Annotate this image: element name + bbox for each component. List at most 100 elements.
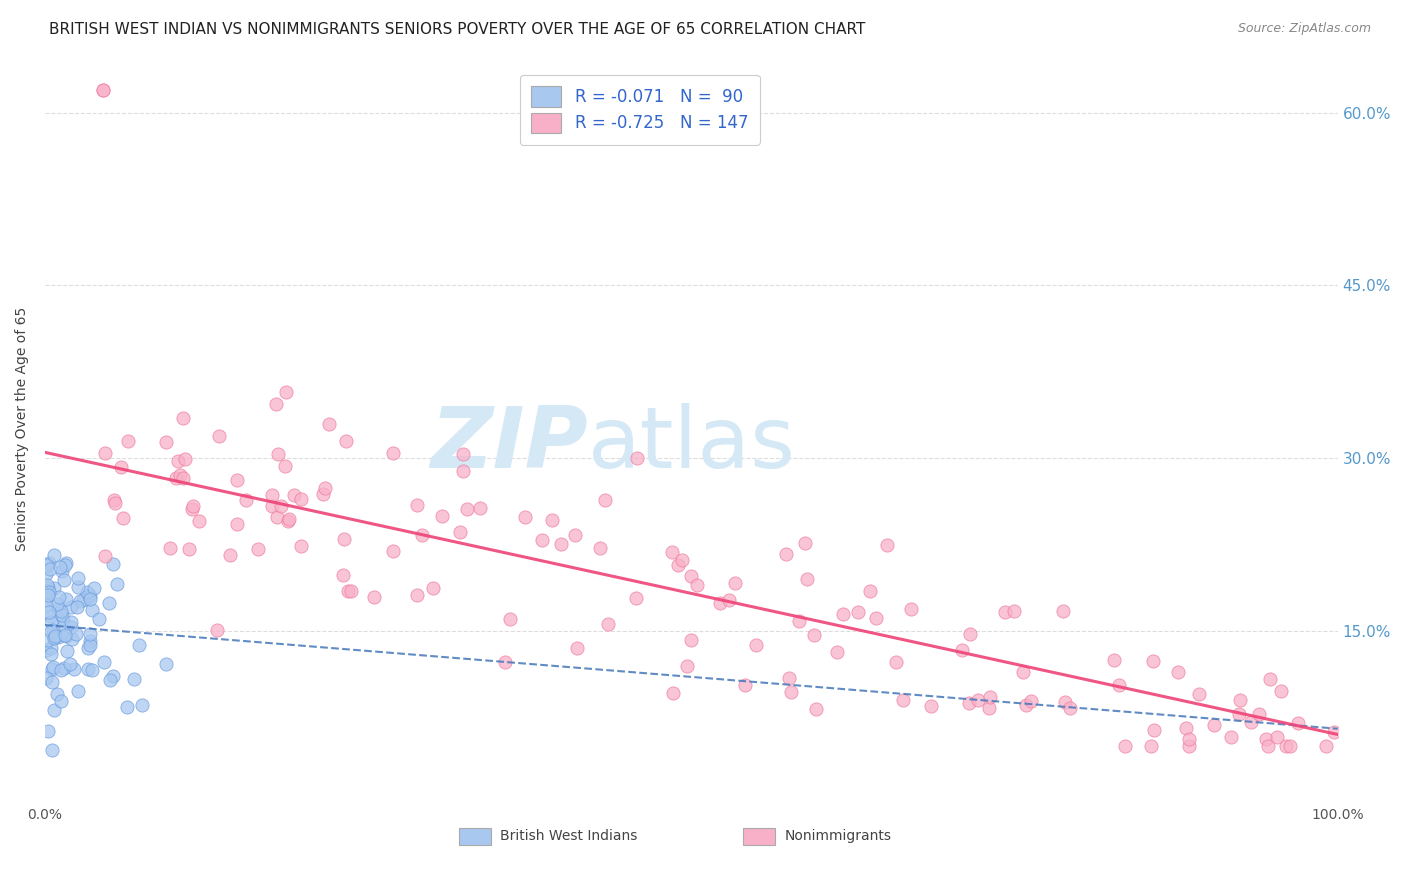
Point <box>671 553 693 567</box>
Point <box>55 644 77 658</box>
Point <box>51 694 73 708</box>
Point <box>41 624 63 638</box>
Point <box>60 632 83 646</box>
Point <box>1227 706 1250 721</box>
Point <box>103 558 125 572</box>
Point <box>1102 653 1125 667</box>
Point <box>1012 665 1035 680</box>
Point <box>290 539 312 553</box>
Point <box>128 638 150 652</box>
Point <box>79 589 101 603</box>
Text: Nonimmigrants: Nonimmigrants <box>785 830 891 844</box>
Point <box>780 684 803 698</box>
Point <box>79 591 101 606</box>
Point <box>79 634 101 648</box>
Point <box>430 508 453 523</box>
Point <box>312 487 335 501</box>
Point <box>83 582 105 596</box>
Point <box>382 446 405 460</box>
Point <box>65 627 87 641</box>
Point <box>1202 718 1225 732</box>
Point <box>226 473 249 487</box>
Point <box>1052 604 1074 618</box>
Point <box>775 547 797 561</box>
Point <box>76 640 98 655</box>
Point <box>93 655 115 669</box>
Point <box>37 581 59 595</box>
Point <box>1108 678 1130 692</box>
Point <box>77 588 100 602</box>
Point <box>333 532 356 546</box>
Point <box>1114 739 1136 753</box>
Point <box>1247 706 1270 721</box>
Point <box>778 672 800 686</box>
Point <box>115 699 138 714</box>
Text: atlas: atlas <box>588 403 796 486</box>
Point <box>72 592 94 607</box>
Point <box>183 499 205 513</box>
Point <box>94 446 117 460</box>
Point <box>717 592 740 607</box>
Point <box>865 611 887 625</box>
Point <box>277 511 299 525</box>
FancyBboxPatch shape <box>458 829 491 845</box>
Point <box>456 502 478 516</box>
Point <box>1139 739 1161 753</box>
Point <box>60 600 83 615</box>
Point <box>35 592 58 607</box>
Point <box>91 83 114 97</box>
Point <box>1002 604 1025 618</box>
Point <box>117 434 139 448</box>
Point <box>967 693 990 707</box>
Point <box>42 660 65 674</box>
FancyBboxPatch shape <box>742 829 775 845</box>
Point <box>681 632 703 647</box>
Point <box>513 510 536 524</box>
Point <box>159 541 181 556</box>
Point <box>1178 739 1201 753</box>
Point <box>77 662 100 676</box>
Point <box>666 558 689 572</box>
Point <box>87 612 110 626</box>
Text: British West Indians: British West Indians <box>501 830 637 844</box>
Point <box>80 602 103 616</box>
Point <box>179 542 201 557</box>
Point <box>172 471 194 485</box>
Point <box>626 450 648 465</box>
Point <box>51 663 73 677</box>
Point <box>406 588 429 602</box>
Point <box>1143 723 1166 737</box>
Point <box>42 581 65 595</box>
Point <box>451 447 474 461</box>
Point <box>110 459 132 474</box>
Point <box>66 684 89 698</box>
Point <box>105 577 128 591</box>
Point <box>1257 739 1279 753</box>
Point <box>335 434 357 448</box>
Point <box>499 612 522 626</box>
Point <box>1229 693 1251 707</box>
Point <box>804 702 827 716</box>
Point <box>1167 665 1189 679</box>
Point <box>540 513 562 527</box>
Point <box>422 581 444 595</box>
Point <box>39 624 62 638</box>
Point <box>41 609 63 624</box>
Point <box>44 629 66 643</box>
Point <box>744 639 766 653</box>
Point <box>48 601 70 615</box>
Point <box>53 618 76 632</box>
Point <box>276 385 298 400</box>
Point <box>260 500 283 514</box>
Point <box>38 605 60 619</box>
Point <box>46 597 69 611</box>
Point <box>686 578 709 592</box>
Point <box>1015 698 1038 712</box>
Point <box>174 452 197 467</box>
Point <box>41 662 63 676</box>
Point <box>1323 725 1346 739</box>
Point <box>51 607 73 622</box>
Point <box>41 743 63 757</box>
Point <box>979 701 1001 715</box>
Point <box>247 541 270 556</box>
